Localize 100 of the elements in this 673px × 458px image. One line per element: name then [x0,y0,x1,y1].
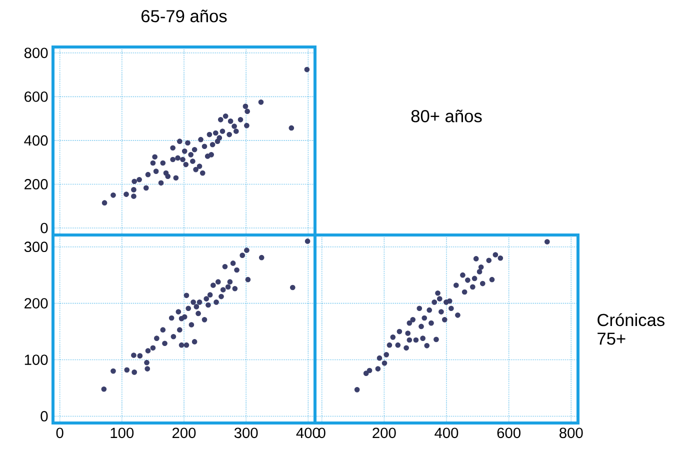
point [132,370,138,375]
point [202,317,208,322]
y-tick-label: 200 [24,179,48,190]
x-tick-label: 0 [56,428,64,438]
point [188,322,194,328]
point [173,175,179,181]
point [233,128,239,134]
point [194,304,200,310]
point [366,368,372,374]
chart-title: 80+ años [411,110,482,122]
point [480,280,486,286]
point [218,294,224,300]
point [124,192,129,197]
y-tick-label: 100 [24,354,48,365]
point [124,367,130,373]
point [215,279,221,285]
point [170,156,176,162]
point [110,368,116,374]
point [185,140,190,146]
point [131,194,136,199]
point [462,289,468,295]
point [226,132,232,138]
point [186,306,192,312]
point [196,300,202,305]
point [384,352,390,358]
x-tick-label: 800 [560,428,583,438]
point [473,256,479,262]
y-tick-label: 300 [24,242,48,252]
point [145,348,151,354]
point [144,366,150,372]
point [176,138,182,144]
point [150,345,156,351]
point [304,238,310,244]
x-tick-label: 100 [110,428,134,438]
point [376,355,382,361]
point [213,130,218,136]
point [416,306,422,312]
point [225,284,231,290]
point [244,248,250,253]
point [110,192,116,198]
point [193,166,198,172]
point [154,336,160,341]
point [435,290,440,296]
point [178,316,184,322]
point [544,239,550,244]
point [238,116,244,122]
point [137,353,143,358]
point [152,154,158,160]
point [176,309,182,314]
point [196,164,202,169]
point [102,200,108,206]
point [132,178,138,184]
point [234,267,240,273]
point [498,255,504,261]
point [244,122,250,128]
point [406,320,412,326]
point [242,104,248,109]
point [386,342,392,348]
point [143,185,149,191]
point [404,345,409,351]
point [258,254,264,260]
point [426,307,432,313]
x-tick-label: 200 [372,428,396,438]
point [180,156,186,162]
point [395,342,401,348]
point [434,336,439,342]
point [170,145,176,151]
point [153,168,159,174]
point [413,337,419,343]
y-tick-label: 200 [24,298,48,309]
point [160,327,166,333]
point [460,272,466,278]
point [136,176,142,182]
point [258,99,264,105]
point [304,66,310,72]
point [206,132,212,138]
point [222,113,228,119]
point [150,160,156,166]
point [428,320,434,326]
y-tick-label: 0 [40,222,48,234]
x-tick-label: 200 [172,428,196,438]
point [436,296,442,302]
point [192,339,198,344]
point [178,342,184,348]
point [382,360,388,366]
point [208,152,214,158]
y-tick-label: 800 [24,48,48,58]
point [160,160,166,166]
point [158,180,164,186]
point [214,300,219,305]
x-tick-label: 600 [497,428,520,438]
point [470,284,476,290]
point [375,366,381,372]
point [410,317,416,322]
point [448,306,454,312]
point [222,264,228,270]
point [183,162,189,168]
point [405,330,411,336]
point [492,252,498,258]
point [486,258,492,264]
